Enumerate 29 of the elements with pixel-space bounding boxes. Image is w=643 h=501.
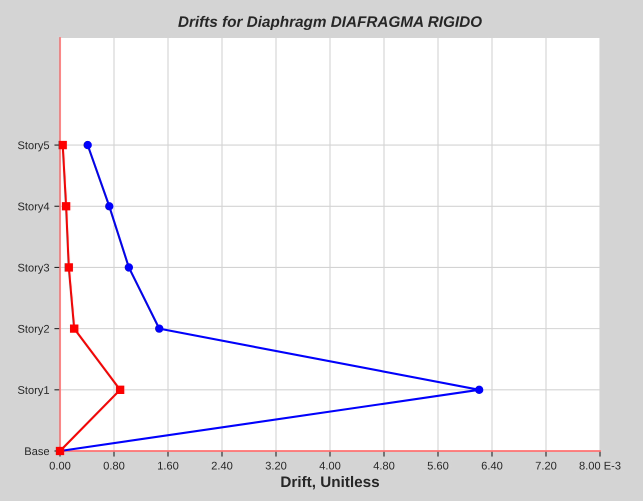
y-tick-label: Story1 [18,386,50,396]
point [70,324,78,333]
point [155,324,164,333]
point [62,202,70,210]
x-tick-label: 1.60 [158,462,178,470]
chart-title: Drifts for Diaphragm DIAFRAGMA RIGIDO [178,16,482,30]
y-tick-label: Story3 [18,264,50,274]
x-tick-label: 4.00 [319,462,340,470]
x-tick-label: 0.80 [104,462,124,470]
point [116,386,124,394]
x-tick-label: 2.40 [212,462,232,470]
y-tick-label: Story5 [18,141,50,152]
point [64,263,73,272]
x-tick-label: 7.20 [536,462,556,470]
y-tick-label: Base [25,447,50,456]
x-tick-label: 5.60 [428,462,448,470]
y-tick-label: Story4 [18,202,50,213]
point [124,263,134,272]
x-tick-label: 8.00 E-3 [579,462,621,470]
point [84,140,92,150]
point [475,386,484,394]
x-tick-label: 6.40 [482,462,502,470]
x-tick-label: 4.80 [373,462,394,470]
y-tick-label: Story2 [18,324,50,335]
point [105,202,114,210]
point [58,140,67,150]
x-axis-title: Drift, Unitless [281,476,380,490]
x-tick-label: 0.00 [50,462,70,470]
x-tick-label: 3.20 [266,462,286,470]
